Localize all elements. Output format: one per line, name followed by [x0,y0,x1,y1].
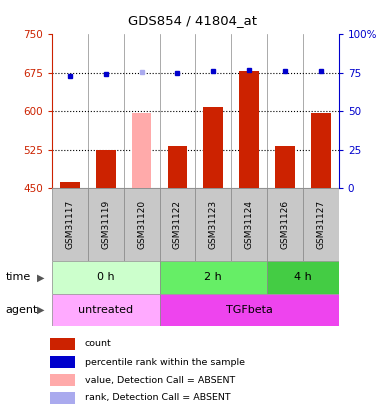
Bar [275,146,295,188]
Bar [311,113,331,188]
Bar [88,188,124,261]
Text: percentile rank within the sample: percentile rank within the sample [85,358,245,367]
Text: GSM31124: GSM31124 [244,200,254,249]
Text: GSM31120: GSM31120 [137,200,146,249]
Bar [231,188,267,261]
Text: value, Detection Call = ABSENT: value, Detection Call = ABSENT [85,376,235,385]
Bar [50,374,75,386]
Text: ▶: ▶ [37,273,44,282]
Bar [96,150,115,188]
Bar [159,188,196,261]
Text: 2 h: 2 h [204,273,222,282]
Bar [124,188,159,261]
Bar [52,188,88,261]
Text: GSM31122: GSM31122 [173,200,182,249]
Bar [159,261,267,294]
Bar [132,113,151,188]
Text: ▶: ▶ [37,305,44,315]
Text: 4 h: 4 h [294,273,312,282]
Bar [60,182,80,188]
Bar [50,356,75,368]
Text: GSM31119: GSM31119 [101,200,110,249]
Text: GSM31117: GSM31117 [65,200,74,249]
Bar [267,261,339,294]
Bar [159,294,339,326]
Bar [195,188,231,261]
Bar [52,294,159,326]
Bar [267,188,303,261]
Text: time: time [6,273,31,282]
Bar [239,71,259,188]
Text: 0 h: 0 h [97,273,115,282]
Text: untreated: untreated [78,305,133,315]
Text: agent: agent [6,305,38,315]
Text: GDS854 / 41804_at: GDS854 / 41804_at [128,14,257,27]
Bar [167,146,187,188]
Text: count: count [85,339,111,348]
Bar [203,107,223,188]
Bar [50,338,75,350]
Text: GSM31123: GSM31123 [209,200,218,249]
Bar [52,261,159,294]
Text: GSM31127: GSM31127 [316,200,325,249]
Text: TGFbeta: TGFbeta [226,305,273,315]
Text: GSM31126: GSM31126 [281,200,290,249]
Bar [50,392,75,403]
Text: rank, Detection Call = ABSENT: rank, Detection Call = ABSENT [85,393,230,402]
Bar [303,188,339,261]
